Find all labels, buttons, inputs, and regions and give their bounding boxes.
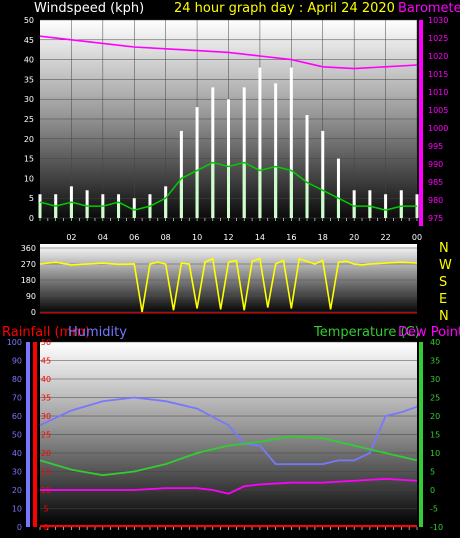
humidity-y-tick-label: 20 <box>12 486 22 495</box>
humidity-line <box>39 396 418 466</box>
baro-y-tick-label: 1020 <box>428 52 448 61</box>
wind-y-tick-label: 45 <box>24 36 34 45</box>
rain-y-tick-label: 45 <box>41 357 51 366</box>
humidity-y-tick-label: 0 <box>17 523 22 532</box>
temp-y-tick-label: 5 <box>430 468 435 477</box>
temp-y-tick-label: 10 <box>430 449 440 458</box>
dewpoint-line <box>40 477 418 495</box>
rain-y-tick-label: 0 <box>43 523 48 532</box>
humidity-y-tick-label: 60 <box>12 412 22 421</box>
windspeed-title: Windspeed (kph) <box>34 1 144 16</box>
humidity-y-tick-label: 70 <box>12 394 22 403</box>
rainfall-title: Rainfall (mm) <box>2 325 90 340</box>
baro-y-tick-label: 980 <box>428 196 443 205</box>
temp-y-tick-label: 35 <box>430 357 440 366</box>
wind-x-tick-label: 14 <box>255 233 265 242</box>
rain-axis-bar <box>33 342 37 527</box>
wind-x-tick-label: 22 <box>380 233 390 242</box>
baro-y-tick-label: 1000 <box>428 124 448 133</box>
wind-x-tick-label: 20 <box>349 233 359 242</box>
rain-y-tick-label: 30 <box>41 412 51 421</box>
humidity-y-tick-label: 90 <box>12 357 22 366</box>
temp-y-tick-label: 40 <box>430 338 440 347</box>
direction-label-n-bottom: N <box>439 309 449 324</box>
tick-layer: 0510152025303540455097598098599099510001… <box>7 16 449 532</box>
temp-y-tick-label: 25 <box>430 394 440 403</box>
humidity-y-tick-label: 80 <box>12 375 22 384</box>
baro-y-tick-label: 975 <box>428 214 443 223</box>
temperature-title: Temperature (C) <box>313 325 420 340</box>
rain-y-tick-label: 5 <box>43 505 48 514</box>
direction-y-tick-label: 180 <box>21 276 36 285</box>
humidity-axis-bar <box>26 342 30 527</box>
temperature-line <box>39 435 418 477</box>
temp-y-tick-label: 0 <box>430 486 435 495</box>
humidity-y-tick-label: 40 <box>12 449 22 458</box>
wind-y-tick-label: 50 <box>24 16 34 25</box>
wind-x-tick-label: 08 <box>161 233 171 242</box>
wind-x-tick-label: 00 <box>412 233 422 242</box>
temp-y-tick-label: -10 <box>430 523 443 532</box>
direction-y-tick-label: 90 <box>26 292 36 301</box>
humidity-y-tick-label: 10 <box>12 505 22 514</box>
rain-y-tick-label: 35 <box>41 394 51 403</box>
direction-label-w: W <box>439 258 452 273</box>
temp-y-tick-label: 15 <box>430 431 440 440</box>
wind-x-tick-label: 16 <box>286 233 296 242</box>
humidity-y-tick-label: 50 <box>12 431 22 440</box>
graph-title: 24 hour graph day : April 24 2020 <box>174 1 395 16</box>
baro-y-tick-label: 985 <box>428 178 443 187</box>
baro-y-tick-label: 1010 <box>428 88 448 97</box>
baro-y-tick-label: 1030 <box>428 16 448 25</box>
temp-axis-bar <box>419 342 423 527</box>
wind-y-tick-label: 20 <box>24 135 34 144</box>
windspeed-line <box>39 161 417 211</box>
humidity-y-tick-label: 100 <box>7 338 22 347</box>
baro-y-tick-label: 1005 <box>428 106 448 115</box>
wind-x-tick-label: 02 <box>66 233 76 242</box>
wind-x-tick-label: 06 <box>129 233 139 242</box>
direction-panel-bg <box>40 244 417 314</box>
rain-y-tick-label: 40 <box>41 375 51 384</box>
direction-label-e: E <box>439 292 447 307</box>
temp-y-tick-label: 30 <box>430 375 440 384</box>
wind-y-tick-label: 5 <box>29 194 34 203</box>
wind-y-tick-label: 25 <box>24 115 34 124</box>
direction-y-tick-label: 0 <box>31 308 36 317</box>
humidity-y-tick-label: 30 <box>12 468 22 477</box>
direction-y-tick-label: 270 <box>21 260 36 269</box>
barometer-title: Barometer (hPa) <box>398 1 460 16</box>
rain-y-tick-label: 15 <box>41 468 51 477</box>
wind-y-tick-label: 40 <box>24 56 34 65</box>
direction-label-s: S <box>439 275 447 290</box>
wind-y-tick-label: 35 <box>24 75 34 84</box>
baro-axis-bar <box>419 20 423 226</box>
wind-x-tick-label: 10 <box>192 233 202 242</box>
rain-y-tick-label: 50 <box>41 338 51 347</box>
wind-y-tick-label: 10 <box>24 174 34 183</box>
baro-y-tick-label: 1025 <box>428 34 448 43</box>
direction-y-tick-label: 360 <box>21 244 36 253</box>
baro-y-tick-label: 1015 <box>428 70 448 79</box>
wind-x-tick-label: 18 <box>318 233 328 242</box>
wind-y-tick-label: 15 <box>24 155 34 164</box>
barometer-line <box>39 35 418 70</box>
dewpoint-title: Dew Point <box>398 325 460 340</box>
wind-x-tick-label: 04 <box>98 233 108 242</box>
wind-x-tick-label: 12 <box>223 233 233 242</box>
rain-y-tick-label: 20 <box>41 449 51 458</box>
direction-label-n-top: N <box>439 241 449 256</box>
temp-y-tick-label: 20 <box>430 412 440 421</box>
baro-y-tick-label: 990 <box>428 160 443 169</box>
data-layer <box>38 35 419 527</box>
wind-y-tick-label: 0 <box>29 214 34 223</box>
baro-y-tick-label: 995 <box>428 142 443 151</box>
wind-y-tick-label: 30 <box>24 95 34 104</box>
temp-y-tick-label: -5 <box>430 505 438 514</box>
rain-y-tick-label: 25 <box>41 431 51 440</box>
humidity-title: Humidity <box>68 325 127 340</box>
direction-line <box>39 257 418 313</box>
